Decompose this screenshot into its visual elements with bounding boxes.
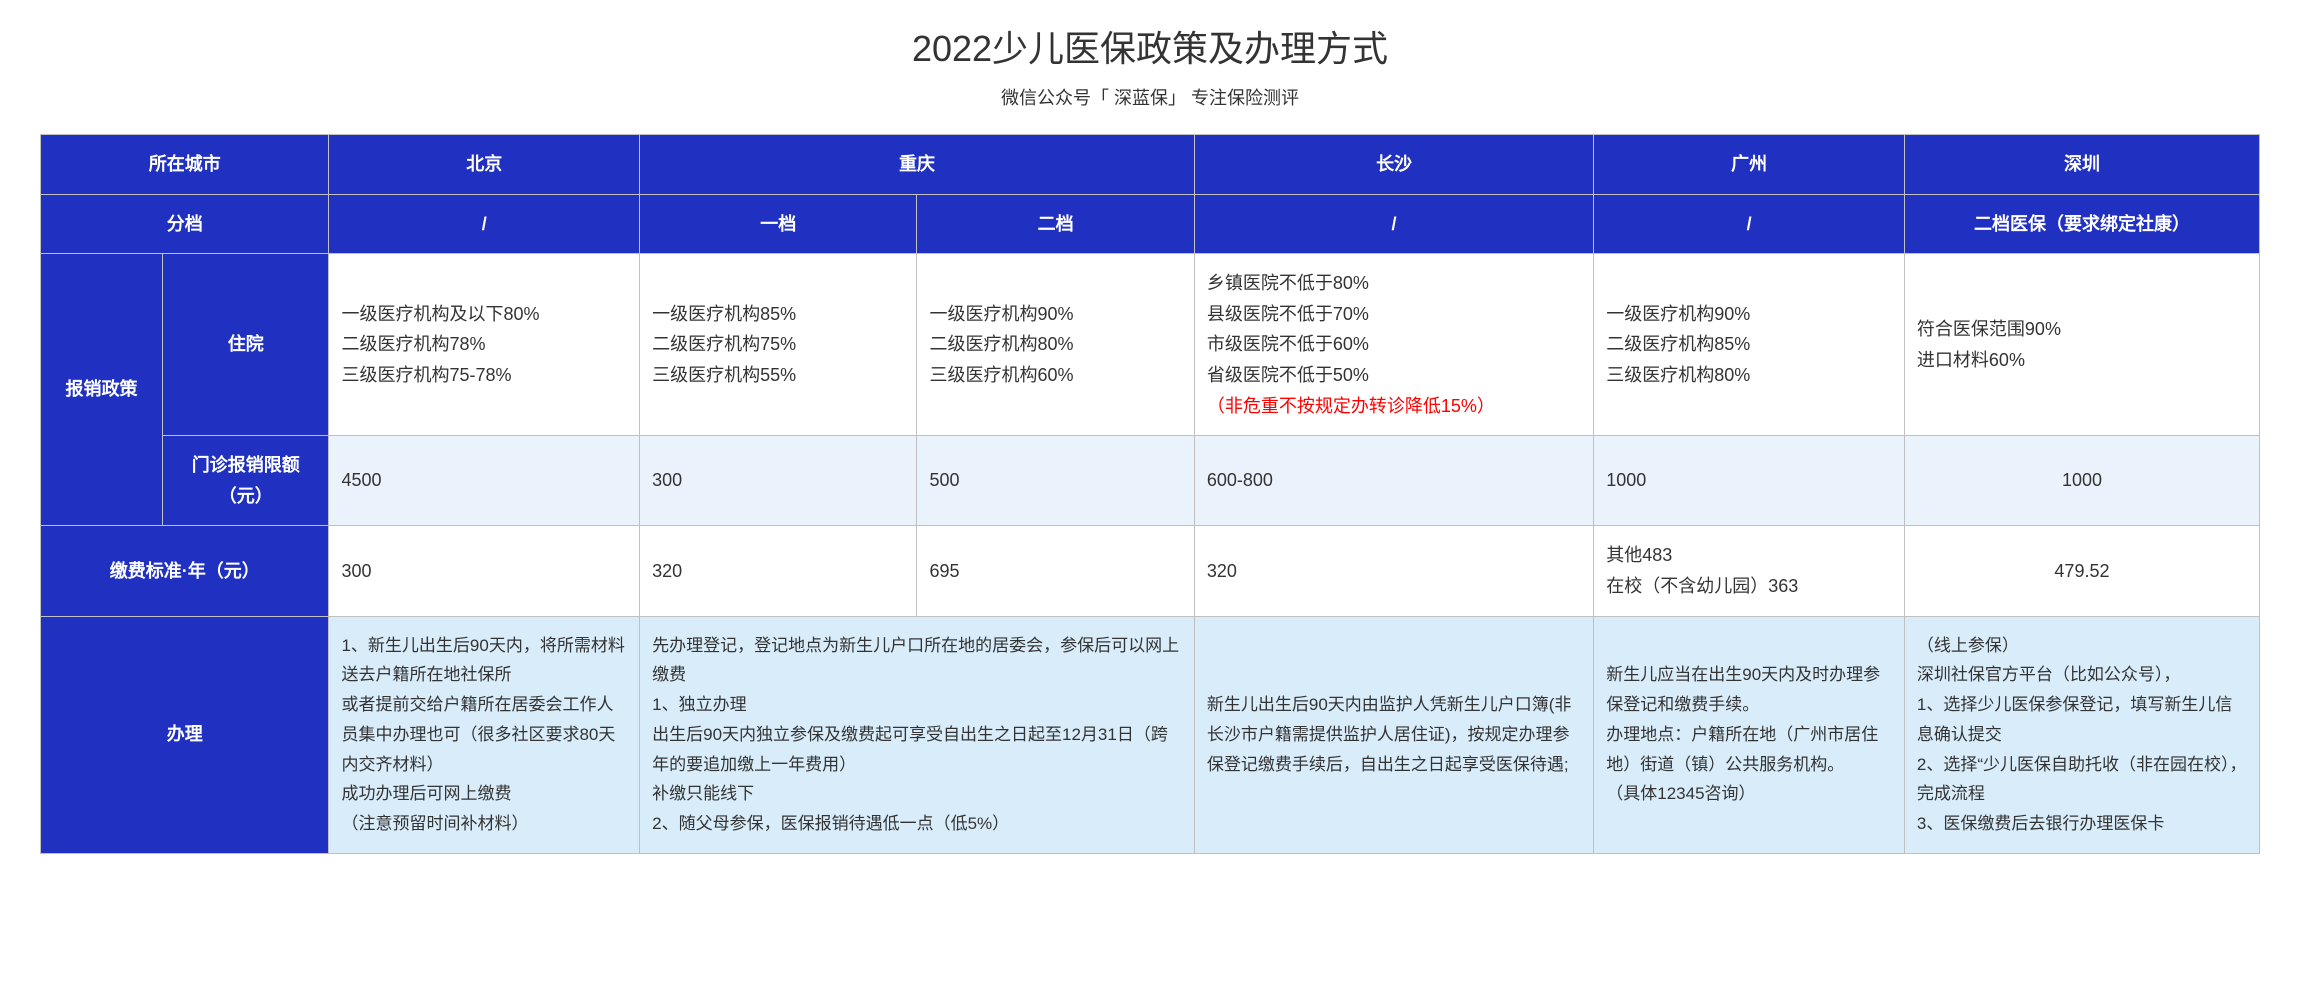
process-guangzhou: 新生儿应当在出生90天内及时办理参保登记和缴费手续。办理地点：户籍所在地（广州市… bbox=[1594, 616, 1905, 853]
inpatient-cq1: 一级医疗机构85%二级医疗机构75%三级医疗机构55% bbox=[640, 254, 917, 436]
tier-guangzhou: / bbox=[1594, 194, 1905, 254]
process-shenzhen: （线上参保）深圳社保官方平台（比如公众号），1、选择少儿医保参保登记，填写新生儿… bbox=[1904, 616, 2259, 853]
process-chongqing: 先办理登记，登记地点为新生儿户口所在地的居委会，参保后可以网上缴费1、独立办理出… bbox=[640, 616, 1195, 853]
process-changsha: 新生儿出生后90天内由监护人凭新生儿户口簿(非长沙市户籍需提供监护人居住证)，按… bbox=[1194, 616, 1593, 853]
outpatient-cq2: 500 bbox=[917, 436, 1194, 526]
city-guangzhou: 广州 bbox=[1594, 135, 1905, 195]
inpatient-changsha: 乡镇医院不低于80%县级医院不低于70%市级医院不低于60%省级医院不低于50%… bbox=[1194, 254, 1593, 436]
inpatient-cq2: 一级医疗机构90%二级医疗机构80%三级医疗机构60% bbox=[917, 254, 1194, 436]
fee-cq1: 320 bbox=[640, 526, 917, 616]
inpatient-changsha-note: （非危重不按规定办转诊降低15%） bbox=[1207, 396, 1495, 416]
header-inpatient: 住院 bbox=[163, 254, 329, 436]
tier-shenzhen: 二档医保（要求绑定社康） bbox=[1904, 194, 2259, 254]
outpatient-guangzhou: 1000 bbox=[1594, 436, 1905, 526]
outpatient-changsha: 600-800 bbox=[1194, 436, 1593, 526]
fee-changsha: 320 bbox=[1194, 526, 1593, 616]
fee-guangzhou: 其他483在校（不含幼儿园）363 bbox=[1594, 526, 1905, 616]
tier-beijing: / bbox=[329, 194, 640, 254]
tier-changsha: / bbox=[1194, 194, 1593, 254]
tier-cq1: 一档 bbox=[640, 194, 917, 254]
outpatient-cq1: 300 bbox=[640, 436, 917, 526]
page-title: 2022少儿医保政策及办理方式 bbox=[40, 20, 2260, 72]
inpatient-guangzhou: 一级医疗机构90%二级医疗机构85%三级医疗机构80% bbox=[1594, 254, 1905, 436]
city-chongqing: 重庆 bbox=[640, 135, 1195, 195]
header-tier: 分档 bbox=[41, 194, 329, 254]
outpatient-shenzhen: 1000 bbox=[1904, 436, 2259, 526]
city-beijing: 北京 bbox=[329, 135, 640, 195]
outpatient-beijing: 4500 bbox=[329, 436, 640, 526]
fee-beijing: 300 bbox=[329, 526, 640, 616]
process-beijing: 1、新生儿出生后90天内，将所需材料送去户籍所在地社保所或者提前交给户籍所在居委… bbox=[329, 616, 640, 853]
header-city: 所在城市 bbox=[41, 135, 329, 195]
header-fee: 缴费标准·年（元） bbox=[41, 526, 329, 616]
inpatient-shenzhen: 符合医保范围90%进口材料60% bbox=[1904, 254, 2259, 436]
policy-table: 所在城市 北京 重庆 长沙 广州 深圳 分档 / 一档 二档 / / 二档医保（… bbox=[40, 134, 2260, 854]
city-shenzhen: 深圳 bbox=[1904, 135, 2259, 195]
tier-cq2: 二档 bbox=[917, 194, 1194, 254]
inpatient-beijing: 一级医疗机构及以下80%二级医疗机构78%三级医疗机构75-78% bbox=[329, 254, 640, 436]
header-policy: 报销政策 bbox=[41, 254, 163, 526]
header-outpatient: 门诊报销限额（元） bbox=[163, 436, 329, 526]
fee-shenzhen: 479.52 bbox=[1904, 526, 2259, 616]
header-process: 办理 bbox=[41, 616, 329, 853]
fee-cq2: 695 bbox=[917, 526, 1194, 616]
city-changsha: 长沙 bbox=[1194, 135, 1593, 195]
inpatient-changsha-main: 乡镇医院不低于80%县级医院不低于70%市级医院不低于60%省级医院不低于50% bbox=[1207, 273, 1369, 385]
page-subtitle: 微信公众号「 深蓝保」 专注保险测评 bbox=[40, 84, 2260, 110]
